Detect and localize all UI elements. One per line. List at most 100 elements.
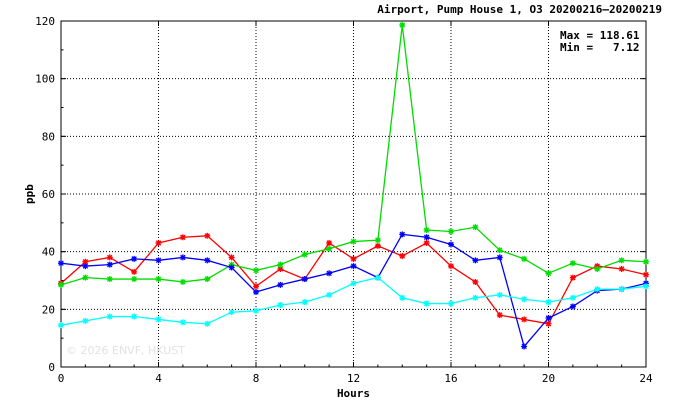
data-point (350, 255, 357, 262)
x-tick-label: 8 (253, 372, 260, 385)
data-point (179, 278, 186, 285)
data-point (58, 322, 64, 329)
data-point (301, 276, 308, 283)
x-tick-label: 12 (347, 372, 360, 385)
data-point (179, 254, 186, 261)
data-point (228, 264, 235, 271)
data-point (496, 247, 503, 254)
data-point (253, 267, 259, 274)
data-point (326, 291, 333, 298)
data-point (545, 299, 552, 306)
min-label: Min = 7.12 (560, 41, 640, 54)
data-point (277, 281, 284, 288)
data-point (374, 274, 381, 281)
data-point (643, 271, 649, 278)
data-point (326, 270, 333, 277)
data-point (204, 320, 211, 327)
data-point (350, 263, 357, 270)
data-point (350, 280, 357, 287)
y-tick-label: 20 (42, 303, 55, 316)
data-point (521, 255, 528, 262)
data-point (131, 255, 138, 262)
data-point (569, 260, 576, 267)
data-point (399, 252, 406, 259)
data-point (228, 254, 235, 261)
data-point (155, 240, 162, 247)
data-point (82, 274, 89, 281)
y-tick-label: 100 (35, 73, 55, 86)
data-point (423, 227, 430, 234)
data-point (350, 238, 357, 245)
data-point (106, 254, 113, 261)
data-point (58, 281, 64, 288)
y-tick-label: 40 (42, 246, 55, 259)
data-point (472, 294, 479, 301)
data-point (228, 309, 235, 316)
data-point (496, 312, 503, 319)
data-point (496, 291, 503, 298)
x-tick-label: 24 (639, 372, 653, 385)
data-point (594, 286, 601, 293)
data-point (374, 237, 381, 244)
x-tick-label: 16 (444, 372, 457, 385)
data-point (618, 265, 625, 272)
x-tick-label: 0 (58, 372, 65, 385)
data-point (131, 268, 138, 275)
chart-title: Airport, Pump House 1, O3 20200216–20200… (377, 3, 662, 16)
y-axis-label: ppb (23, 184, 36, 204)
y-tick-label: 60 (42, 188, 55, 201)
stats-box: Max = 118.61 Min = 7.12 (560, 30, 639, 54)
data-point (204, 257, 211, 264)
data-point (277, 265, 284, 272)
data-point (82, 258, 89, 265)
data-point (594, 265, 601, 272)
data-point (399, 22, 406, 29)
data-point (521, 343, 528, 350)
data-point (423, 300, 430, 307)
x-axis-label: Hours (337, 387, 370, 400)
data-point (569, 294, 576, 301)
data-point (569, 274, 576, 281)
data-point (106, 313, 113, 320)
data-point (472, 257, 479, 264)
x-tick-label: 20 (542, 372, 555, 385)
y-tick-label: 0 (48, 361, 55, 374)
data-point (155, 257, 162, 264)
data-point (545, 270, 552, 277)
data-point (643, 283, 649, 290)
data-point (399, 231, 406, 238)
data-point (521, 316, 528, 323)
data-point (253, 283, 259, 290)
data-point (179, 234, 186, 241)
data-point (277, 261, 284, 268)
data-point (643, 258, 649, 265)
data-point (545, 314, 552, 321)
data-point (618, 286, 625, 293)
data-point (521, 296, 528, 303)
data-point (253, 307, 259, 314)
data-point (253, 289, 259, 296)
data-point (374, 242, 381, 249)
y-tick-label: 120 (35, 15, 55, 28)
data-point (618, 257, 625, 264)
data-point (301, 251, 308, 258)
data-point (448, 300, 454, 307)
data-point (399, 294, 406, 301)
data-point (106, 276, 113, 283)
data-point (448, 263, 454, 270)
data-point (326, 240, 333, 247)
data-point (204, 232, 211, 239)
data-point (82, 263, 89, 270)
data-point (423, 240, 430, 247)
watermark: © 2026 ENVF, HKUST (66, 344, 185, 357)
data-point (448, 241, 454, 248)
data-point (58, 260, 64, 267)
data-point (301, 299, 308, 306)
data-point (423, 234, 430, 241)
data-point (179, 319, 186, 326)
data-point (131, 276, 138, 283)
data-point (131, 313, 138, 320)
data-point (106, 261, 113, 268)
